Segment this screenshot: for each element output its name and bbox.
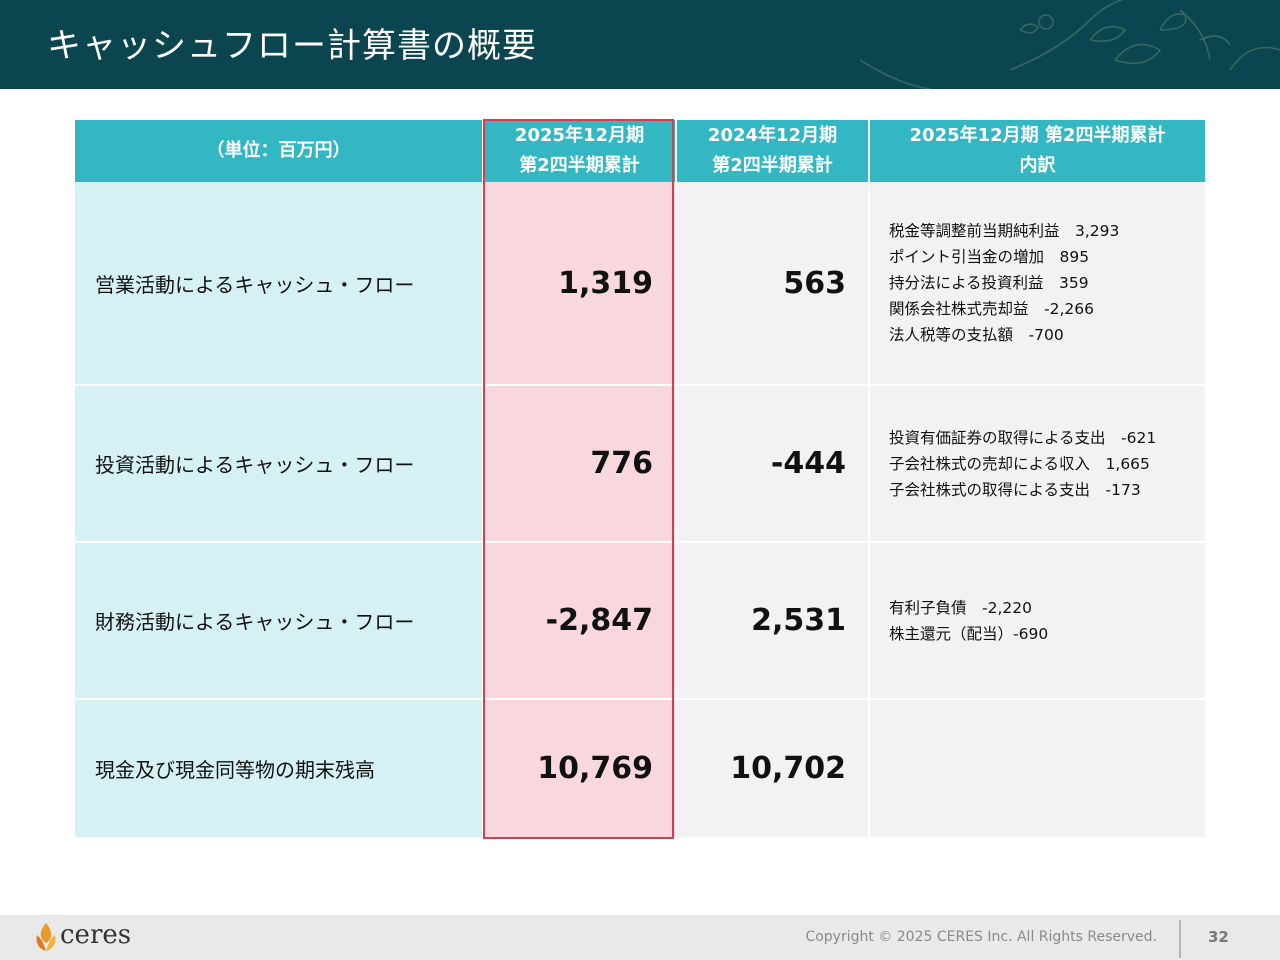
prior-value: 563	[676, 182, 870, 386]
row-label: 投資活動によるキャッシュ・フロー	[75, 385, 484, 543]
slide-title: キャッシュフロー計算書の概要	[47, 26, 537, 66]
cash-flow-table: （単位：百万円） 2025年12月期 第2四半期累計 2024年12月期 第2四…	[75, 120, 1205, 839]
table-header-row: （単位：百万円） 2025年12月期 第2四半期累計 2024年12月期 第2四…	[75, 120, 1205, 182]
row-label: 営業活動によるキャッシュ・フロー	[75, 182, 484, 386]
current-value: 1,319	[483, 182, 677, 386]
breakdown-cell: 投資有価証券の取得による支出 -621 子会社株式の売却による収入 1,665 …	[869, 385, 1205, 543]
breakdown-item: 法人税等の支払額 -700	[889, 326, 1064, 344]
table-row: 営業活動によるキャッシュ・フロー 1,319 563 税金等調整前当期純利益 3…	[75, 182, 1205, 386]
current-value: -2,847	[483, 542, 677, 700]
logo-text: ceres	[60, 920, 132, 950]
page-number: 32	[1208, 928, 1229, 946]
breakdown-cell: 税金等調整前当期純利益 3,293 ポイント引当金の増加 895 持分法による投…	[869, 182, 1205, 386]
breakdown-item: 投資有価証券の取得による支出 -621	[889, 428, 1157, 447]
breakdown-item: ポイント引当金の増加 895	[889, 248, 1090, 266]
prior-value: 10,702	[676, 699, 870, 839]
copyright-text: Copyright © 2025 CERES Inc. All Rights R…	[805, 929, 1157, 945]
ceres-leaf-logo-icon	[36, 923, 56, 951]
breakdown-cell	[869, 699, 1205, 839]
breakdown-item: 有利子負債 -2,220	[889, 598, 1032, 617]
row-label: 財務活動によるキャッシュ・フロー	[75, 542, 484, 700]
unit-header: （単位：百万円）	[75, 120, 484, 182]
table-row: 投資活動によるキャッシュ・フロー 776 -444 投資有価証券の取得による支出…	[75, 385, 1205, 543]
current-value: 10,769	[483, 699, 677, 839]
breakdown-item: 子会社株式の取得による支出 -173	[889, 480, 1141, 499]
breakdown-item: 税金等調整前当期純利益 3,293	[889, 222, 1120, 240]
floral-decoration-icon	[860, 0, 1280, 89]
breakdown-item: 子会社株式の売却による収入 1,665	[889, 454, 1150, 473]
prior-value: 2,531	[676, 542, 870, 700]
current-period-header: 2025年12月期 第2四半期累計	[483, 120, 677, 182]
prior-period-header: 2024年12月期 第2四半期累計	[676, 120, 870, 182]
slide-header: キャッシュフロー計算書の概要	[0, 0, 1280, 89]
breakdown-header: 2025年12月期 第2四半期累計 内訳	[869, 120, 1205, 182]
footer-divider	[1179, 920, 1181, 958]
row-label: 現金及び現金同等物の期末残高	[75, 699, 484, 839]
table-row: 現金及び現金同等物の期末残高 10,769 10,702	[75, 699, 1205, 839]
prior-value: -444	[676, 385, 870, 543]
breakdown-cell: 有利子負債 -2,220 株主還元（配当）-690	[869, 542, 1205, 700]
breakdown-item: 関係会社株式売却益 -2,266	[889, 300, 1094, 318]
slide-footer: ceres Copyright © 2025 CERES Inc. All Ri…	[0, 915, 1280, 960]
breakdown-item: 株主還元（配当）-690	[889, 624, 1049, 643]
current-value: 776	[483, 385, 677, 543]
table-row: 財務活動によるキャッシュ・フロー -2,847 2,531 有利子負債 -2,2…	[75, 542, 1205, 700]
breakdown-item: 持分法による投資利益 359	[889, 274, 1089, 292]
